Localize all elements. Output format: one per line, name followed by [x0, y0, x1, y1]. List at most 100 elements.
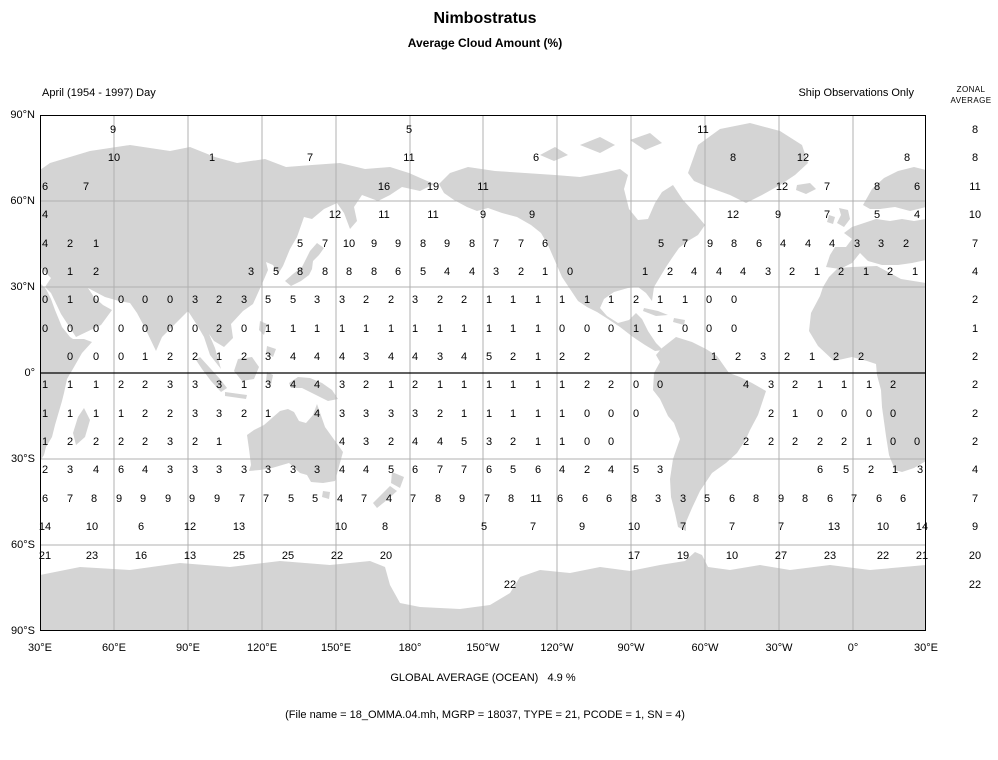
cloud-value: 3 [767, 379, 775, 391]
y-tick-label: 30°S [11, 453, 35, 465]
cloud-value: 7 [66, 493, 74, 505]
zonal-average-value: 10 [968, 209, 982, 221]
cloud-value: 0 [730, 294, 738, 306]
cloud-value: 9 [139, 493, 147, 505]
cloud-value: 5 [509, 464, 517, 476]
cloud-value: 2 [41, 464, 49, 476]
cloud-value: 0 [240, 323, 248, 335]
cloud-value: 6 [728, 493, 736, 505]
cloud-value: 3 [338, 379, 346, 391]
cloud-value: 4 [385, 493, 393, 505]
land-australia [247, 404, 343, 483]
cloud-value: 2 [742, 436, 750, 448]
cloud-value: 0 [705, 323, 713, 335]
cloud-value: 4 [289, 379, 297, 391]
cloud-value: 10 [342, 238, 356, 250]
cloud-value: 2 [509, 351, 517, 363]
cloud-value: 4 [739, 266, 747, 278]
cloud-value: 1 [117, 408, 125, 420]
cloud-value: 1 [436, 323, 444, 335]
y-tick-label: 0° [24, 367, 35, 379]
cloud-value: 1 [541, 266, 549, 278]
cloud-value: 2 [387, 294, 395, 306]
cloud-value: 5 [842, 464, 850, 476]
cloud-value: 5 [632, 464, 640, 476]
cloud-value: 4 [387, 351, 395, 363]
land-arctic-island-3 [540, 147, 568, 161]
land-philippines-mindanao [266, 346, 276, 357]
cloud-value: 7 [777, 521, 785, 533]
zonal-average-header: ZONAL AVERAGE [944, 84, 998, 106]
cloud-value: 2 [141, 379, 149, 391]
cloud-value: 9 [777, 493, 785, 505]
zonal-average-value: 2 [971, 379, 979, 391]
map-border [40, 115, 926, 631]
cloud-value: 20 [379, 550, 393, 562]
cloud-value: 6 [534, 464, 542, 476]
cloud-value: 2 [791, 379, 799, 391]
x-tick-label: 60°E [102, 642, 126, 654]
cloud-value: 17 [627, 550, 641, 562]
cloud-value: 1 [92, 238, 100, 250]
cloud-value: 0 [607, 408, 615, 420]
cloud-value: 5 [289, 294, 297, 306]
cloud-value: 2 [583, 464, 591, 476]
cloud-value: 3 [387, 408, 395, 420]
cloud-value: 7 [409, 493, 417, 505]
cloud-value: 3 [191, 294, 199, 306]
cloud-value: 3 [166, 464, 174, 476]
land-europe [826, 219, 926, 269]
cloud-value: 3 [485, 436, 493, 448]
cloud-value: 3 [338, 294, 346, 306]
land-uk [837, 208, 850, 227]
cloud-value: 0 [583, 323, 591, 335]
zonal-average-value: 9 [971, 521, 979, 533]
cloud-value: 3 [362, 436, 370, 448]
cloud-value: 8 [752, 493, 760, 505]
cloud-value: 4 [411, 436, 419, 448]
cloud-value: 2 [583, 351, 591, 363]
cloud-value: 1 [816, 379, 824, 391]
cloud-value: 0 [117, 294, 125, 306]
cloud-value: 6 [541, 238, 549, 250]
cloud-value: 12 [775, 181, 789, 193]
cloud-value: 1 [632, 323, 640, 335]
cloud-value: 3 [411, 408, 419, 420]
file-info-label: (File name = 18_OMMA.04.mh, MGRP = 18037… [285, 709, 685, 721]
cloud-value: 3 [916, 464, 924, 476]
cloud-value: 2 [240, 351, 248, 363]
cloud-value: 1 [215, 351, 223, 363]
cloud-value: 1 [485, 294, 493, 306]
global-average-label: GLOBAL AVERAGE (OCEAN) 4.9 % [390, 672, 576, 684]
cloud-value: 1 [387, 323, 395, 335]
cloud-value: 0 [816, 408, 824, 420]
cloud-value: 1 [558, 436, 566, 448]
cloud-value: 0 [92, 351, 100, 363]
cloud-value: 12 [328, 209, 342, 221]
cloud-value: 2 [867, 464, 875, 476]
cloud-value: 1 [813, 266, 821, 278]
cloud-value: 3 [264, 379, 272, 391]
cloud-value: 22 [330, 550, 344, 562]
land-new-zealand-south [373, 486, 397, 508]
zonal-average-value: 8 [971, 152, 979, 164]
cloud-value: 3 [764, 266, 772, 278]
cloud-value: 2 [166, 408, 174, 420]
land-africa-east [40, 283, 92, 461]
cloud-value: 0 [865, 408, 873, 420]
cloud-value: 11 [697, 124, 709, 136]
cloud-value: 10 [876, 521, 890, 533]
cloud-value: 6 [899, 493, 907, 505]
cloud-value: 0 [558, 323, 566, 335]
cloud-value: 8 [873, 181, 881, 193]
cloud-value: 6 [117, 464, 125, 476]
cloud-value: 1 [313, 323, 321, 335]
cloud-value: 6 [41, 181, 49, 193]
cloud-value: 8 [730, 238, 738, 250]
cloud-value: 1 [534, 408, 542, 420]
cloud-value: 1 [710, 351, 718, 363]
cloud-value: 3 [853, 238, 861, 250]
cloud-value: 2 [436, 294, 444, 306]
cloud-value: 9 [443, 238, 451, 250]
cloud-value: 4 [313, 351, 321, 363]
